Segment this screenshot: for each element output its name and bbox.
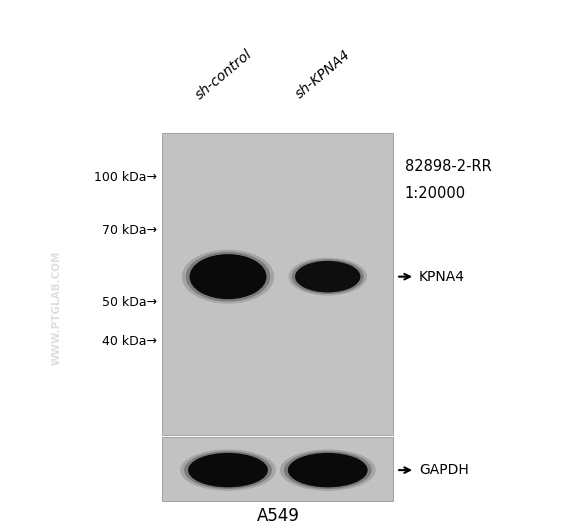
Text: GAPDH: GAPDH bbox=[419, 463, 469, 477]
Text: 100 kDa→: 100 kDa→ bbox=[93, 171, 157, 184]
Ellipse shape bbox=[280, 449, 376, 491]
Ellipse shape bbox=[188, 453, 268, 488]
Text: KPNA4: KPNA4 bbox=[419, 270, 465, 284]
Text: 70 kDa→: 70 kDa→ bbox=[101, 224, 157, 237]
Text: A549: A549 bbox=[256, 507, 299, 525]
Ellipse shape bbox=[186, 252, 270, 302]
Text: 1:20000: 1:20000 bbox=[405, 186, 466, 201]
Ellipse shape bbox=[295, 261, 360, 293]
FancyBboxPatch shape bbox=[162, 132, 393, 435]
Ellipse shape bbox=[180, 449, 276, 491]
FancyBboxPatch shape bbox=[162, 437, 393, 501]
Text: WWW.PTGLAB.COM: WWW.PTGLAB.COM bbox=[52, 250, 62, 365]
Text: sh-KPNA4: sh-KPNA4 bbox=[293, 47, 353, 101]
Text: 82898-2-RR: 82898-2-RR bbox=[405, 160, 491, 174]
Ellipse shape bbox=[284, 451, 372, 489]
Ellipse shape bbox=[182, 250, 274, 304]
Text: 40 kDa→: 40 kDa→ bbox=[102, 335, 157, 348]
Ellipse shape bbox=[288, 453, 368, 488]
Ellipse shape bbox=[292, 259, 364, 294]
Text: 50 kDa→: 50 kDa→ bbox=[101, 296, 157, 308]
Ellipse shape bbox=[189, 254, 267, 299]
Ellipse shape bbox=[288, 258, 367, 296]
Ellipse shape bbox=[184, 451, 272, 489]
Text: sh-control: sh-control bbox=[193, 47, 255, 102]
